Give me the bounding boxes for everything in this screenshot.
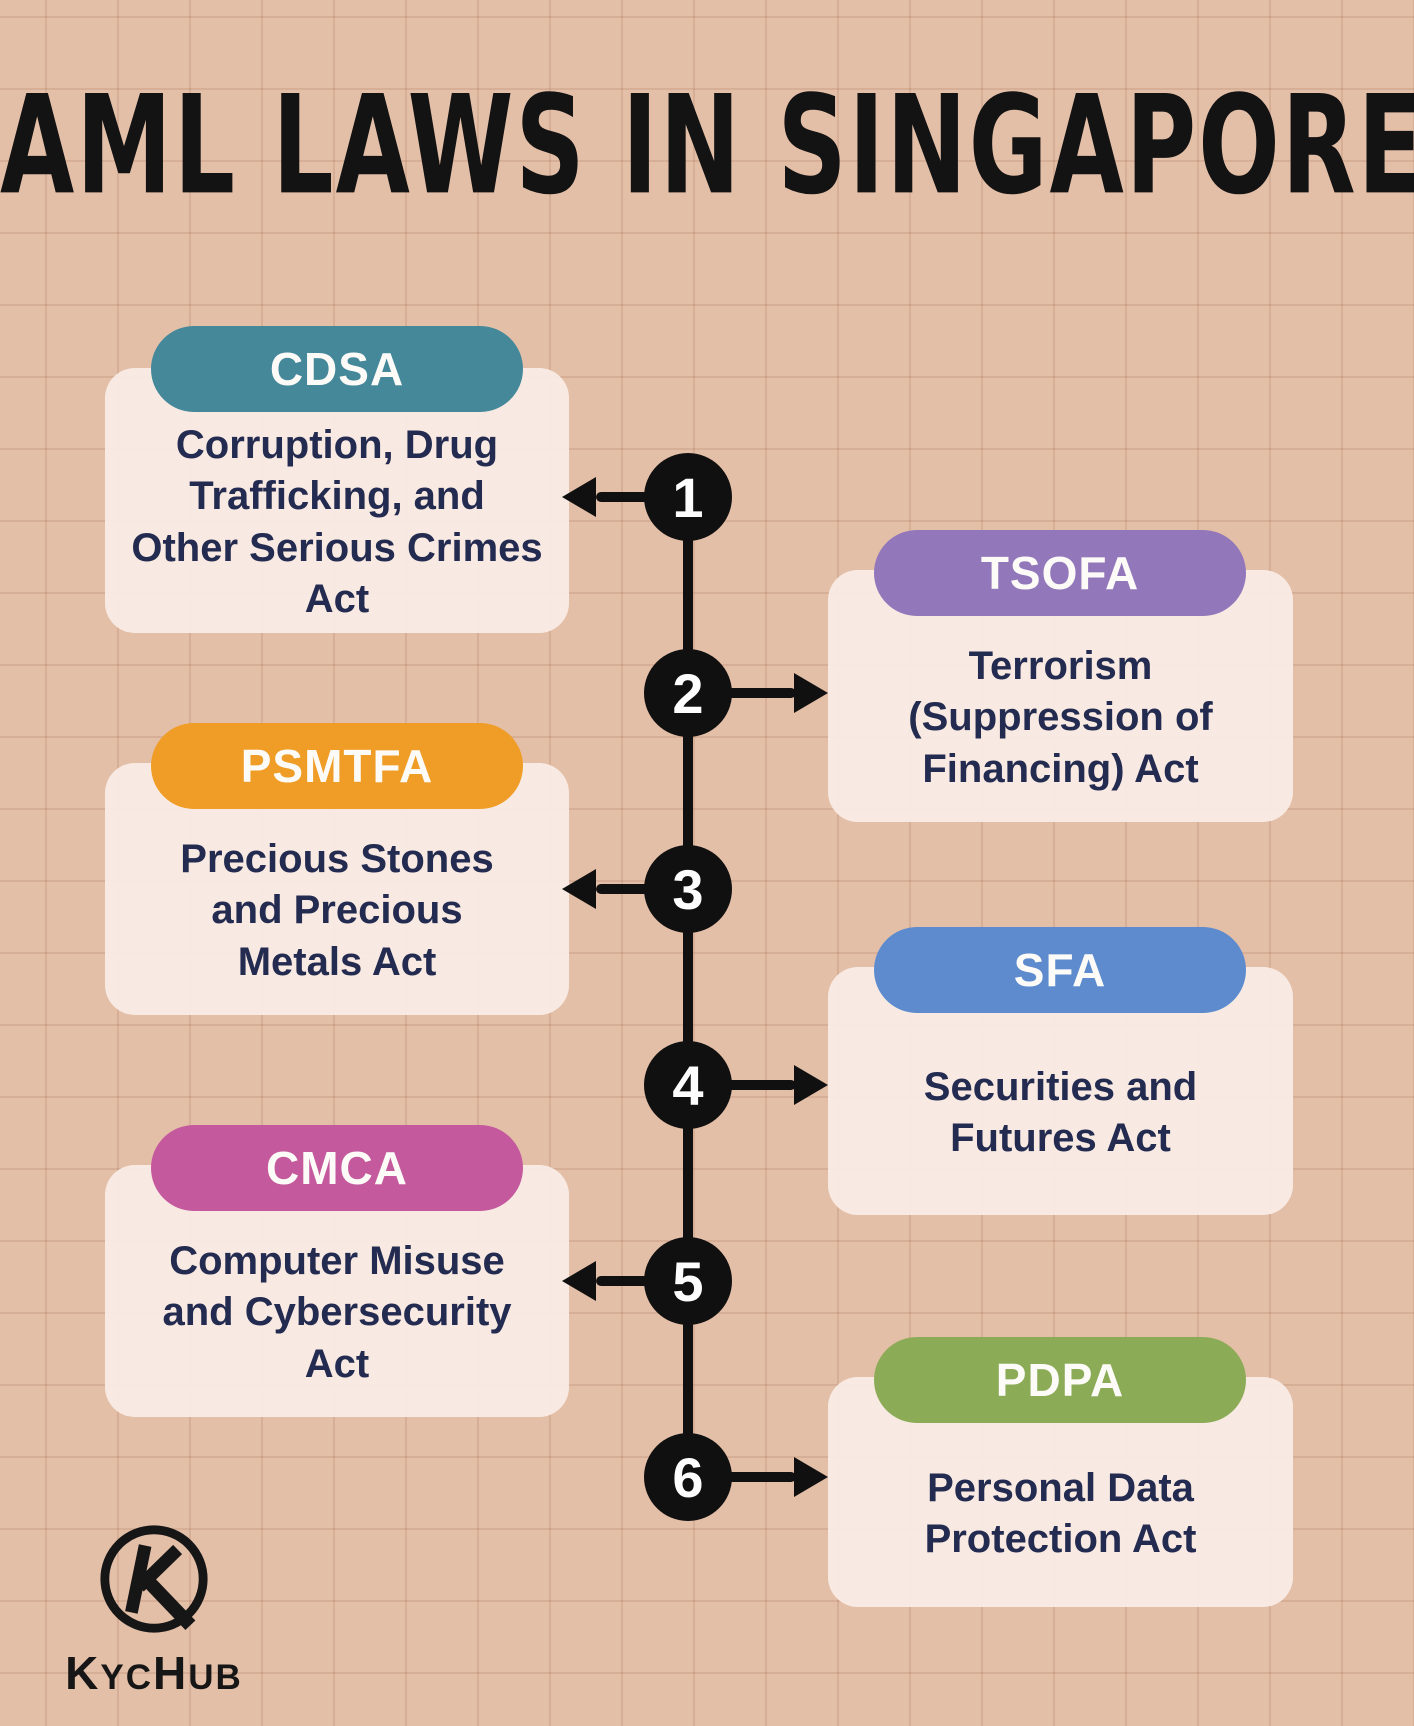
law-name-tsofa: Terrorism (Suppression of Financing) Act [908, 644, 1213, 791]
law-badge-pdpa: PDPA [874, 1337, 1246, 1423]
arrow-shaft-5 [596, 1276, 652, 1286]
law-name-cmca: Computer Misuse and Cybersecurity Act [162, 1239, 512, 1386]
arrow-shaft-4 [724, 1080, 796, 1090]
arrow-left-icon-3 [562, 869, 596, 909]
logo-text-h: H [153, 1647, 189, 1699]
arrow-right-icon-4 [794, 1065, 828, 1105]
arrow-right-icon-2 [794, 673, 828, 713]
arrow-shaft-2 [724, 688, 796, 698]
logo-text-ub: UB [188, 1658, 243, 1697]
law-name-cdsa: Corruption, Drug Trafficking, and Other … [131, 423, 543, 621]
law-name-pdpa: Personal Data Protection Act [924, 1465, 1197, 1561]
timeline-node-2: 2 [644, 649, 732, 737]
arrow-shaft-3 [596, 884, 652, 894]
timeline-node-5: 5 [644, 1237, 732, 1325]
arrow-right-icon-6 [794, 1457, 828, 1497]
law-badge-cmca: CMCA [151, 1125, 523, 1211]
logo-text-k: K [65, 1647, 101, 1699]
kychub-logo-text: KYCHUB [36, 1646, 272, 1700]
arrow-shaft-1 [596, 492, 652, 502]
page-title: AML LAWS IN SINGAPORE [0, 66, 1414, 226]
arrow-left-icon-5 [562, 1261, 596, 1301]
timeline-node-1: 1 [644, 453, 732, 541]
arrow-shaft-6 [724, 1472, 796, 1482]
law-badge-tsofa: TSOFA [874, 530, 1246, 616]
law-name-sfa: Securities and Futures Act [923, 1064, 1198, 1160]
kychub-logo: KYCHUB [36, 1520, 272, 1700]
timeline-line [683, 497, 693, 1477]
kychub-logo-icon [100, 1525, 208, 1633]
law-name-psmtfa: Precious Stones and Precious Metals Act [180, 837, 494, 984]
timeline-node-4: 4 [644, 1041, 732, 1129]
logo-text-yc: YC [100, 1658, 154, 1697]
law-badge-psmtfa: PSMTFA [151, 723, 523, 809]
law-badge-sfa: SFA [874, 927, 1246, 1013]
timeline-node-3: 3 [644, 845, 732, 933]
timeline-node-6: 6 [644, 1433, 732, 1521]
law-badge-cdsa: CDSA [151, 326, 523, 412]
law-card-cdsa: Corruption, Drug Trafficking, and Other … [105, 368, 569, 633]
arrow-left-icon-1 [562, 477, 596, 517]
